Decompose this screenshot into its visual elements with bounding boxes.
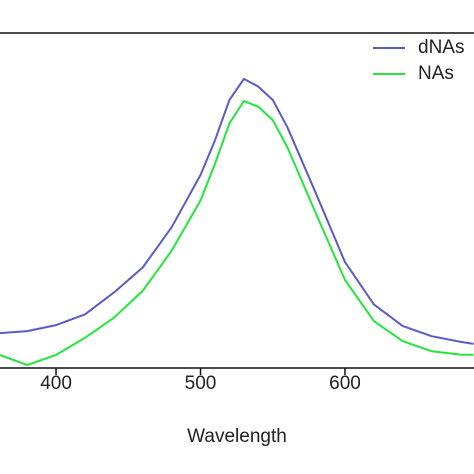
legend-label: dNAs [418,37,464,58]
plot-frame [0,32,474,369]
x-tick-label: 500 [185,373,217,394]
series-line [0,77,474,345]
x-axis-label: Wavelength [187,426,287,447]
x-tick-label: 400 [40,373,72,394]
series-line [0,100,474,366]
legend-label: NAs [418,63,454,84]
x-tick-label: 600 [329,373,361,394]
